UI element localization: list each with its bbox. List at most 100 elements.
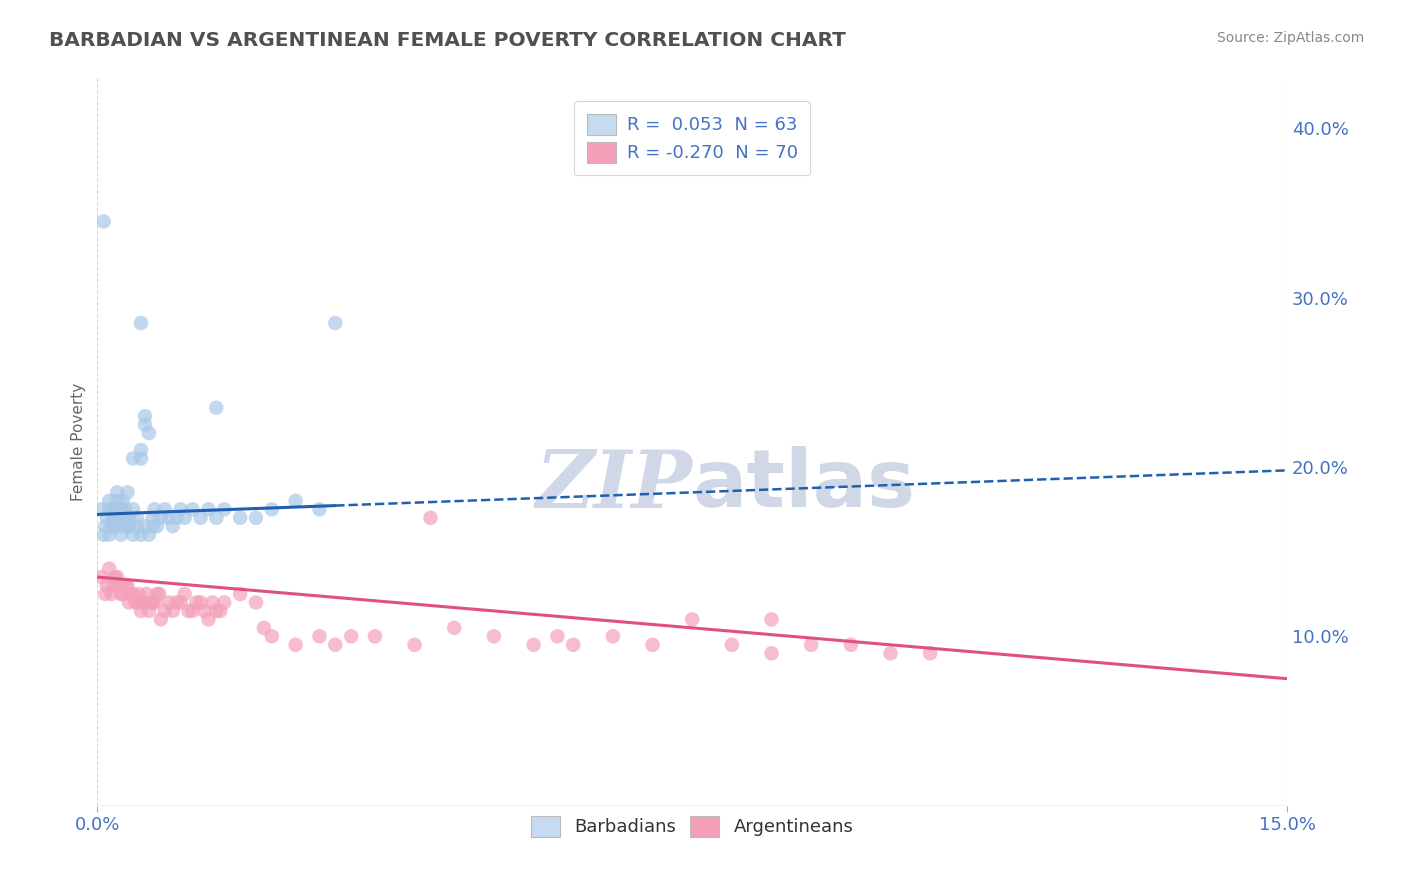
Point bbox=[148, 587, 170, 601]
Point bbox=[142, 510, 165, 524]
Point bbox=[193, 604, 215, 618]
Point bbox=[761, 612, 783, 626]
Point bbox=[149, 510, 172, 524]
Point bbox=[186, 595, 208, 609]
Point bbox=[284, 493, 307, 508]
Point bbox=[129, 443, 152, 458]
Point bbox=[482, 629, 505, 643]
Point bbox=[201, 595, 224, 609]
Point bbox=[104, 570, 127, 584]
Point bbox=[134, 595, 156, 609]
Point bbox=[105, 493, 128, 508]
Point bbox=[141, 595, 163, 609]
Point bbox=[105, 485, 128, 500]
Point bbox=[104, 502, 127, 516]
Point bbox=[105, 519, 128, 533]
Point bbox=[146, 587, 169, 601]
Point bbox=[839, 638, 862, 652]
Point bbox=[125, 510, 148, 524]
Point bbox=[169, 502, 191, 516]
Point bbox=[114, 502, 136, 516]
Point bbox=[118, 519, 141, 533]
Point bbox=[122, 587, 145, 601]
Point bbox=[114, 510, 136, 524]
Point bbox=[308, 502, 330, 516]
Point bbox=[122, 451, 145, 466]
Point bbox=[323, 638, 346, 652]
Point bbox=[800, 638, 823, 652]
Point bbox=[879, 646, 901, 660]
Point bbox=[120, 587, 142, 601]
Point bbox=[181, 502, 204, 516]
Point bbox=[90, 570, 112, 584]
Point bbox=[108, 502, 131, 516]
Point bbox=[404, 638, 426, 652]
Point bbox=[920, 646, 942, 660]
Point bbox=[143, 502, 166, 516]
Point bbox=[108, 578, 131, 592]
Point bbox=[134, 519, 156, 533]
Point bbox=[114, 519, 136, 533]
Point bbox=[94, 587, 117, 601]
Point bbox=[111, 587, 134, 601]
Text: atlas: atlas bbox=[692, 446, 915, 524]
Point bbox=[173, 587, 195, 601]
Point bbox=[162, 604, 184, 618]
Point bbox=[98, 493, 121, 508]
Point bbox=[111, 493, 134, 508]
Point bbox=[96, 510, 118, 524]
Point bbox=[103, 519, 125, 533]
Point bbox=[205, 604, 228, 618]
Point bbox=[181, 604, 204, 618]
Point bbox=[162, 519, 184, 533]
Point bbox=[260, 629, 283, 643]
Point bbox=[205, 401, 228, 415]
Point bbox=[122, 502, 145, 516]
Point bbox=[177, 604, 200, 618]
Point bbox=[138, 604, 160, 618]
Point bbox=[245, 595, 267, 609]
Point bbox=[129, 316, 152, 330]
Point bbox=[114, 578, 136, 592]
Point bbox=[197, 612, 219, 626]
Point bbox=[602, 629, 624, 643]
Y-axis label: Female Poverty: Female Poverty bbox=[72, 383, 86, 500]
Point bbox=[117, 485, 139, 500]
Point bbox=[134, 417, 156, 432]
Point bbox=[681, 612, 703, 626]
Point bbox=[129, 604, 152, 618]
Point bbox=[134, 409, 156, 424]
Point bbox=[129, 527, 152, 541]
Point bbox=[443, 621, 465, 635]
Point bbox=[142, 595, 165, 609]
Point bbox=[104, 510, 127, 524]
Text: ZIP: ZIP bbox=[536, 447, 692, 524]
Point bbox=[308, 629, 330, 643]
Point bbox=[761, 646, 783, 660]
Point bbox=[419, 510, 441, 524]
Point bbox=[138, 426, 160, 441]
Point bbox=[110, 510, 132, 524]
Point bbox=[98, 561, 121, 575]
Point bbox=[157, 595, 180, 609]
Point bbox=[93, 214, 115, 228]
Point bbox=[90, 502, 112, 516]
Point bbox=[118, 519, 141, 533]
Point bbox=[166, 595, 188, 609]
Point bbox=[229, 587, 252, 601]
Point bbox=[132, 595, 155, 609]
Point bbox=[138, 527, 160, 541]
Point bbox=[129, 451, 152, 466]
Point bbox=[125, 519, 148, 533]
Point bbox=[166, 510, 188, 524]
Point bbox=[209, 604, 232, 618]
Point bbox=[142, 519, 165, 533]
Point bbox=[153, 604, 176, 618]
Point bbox=[149, 612, 172, 626]
Point bbox=[105, 570, 128, 584]
Point bbox=[157, 510, 180, 524]
Point bbox=[128, 587, 150, 601]
Point bbox=[245, 510, 267, 524]
Point bbox=[94, 519, 117, 533]
Point bbox=[125, 595, 148, 609]
